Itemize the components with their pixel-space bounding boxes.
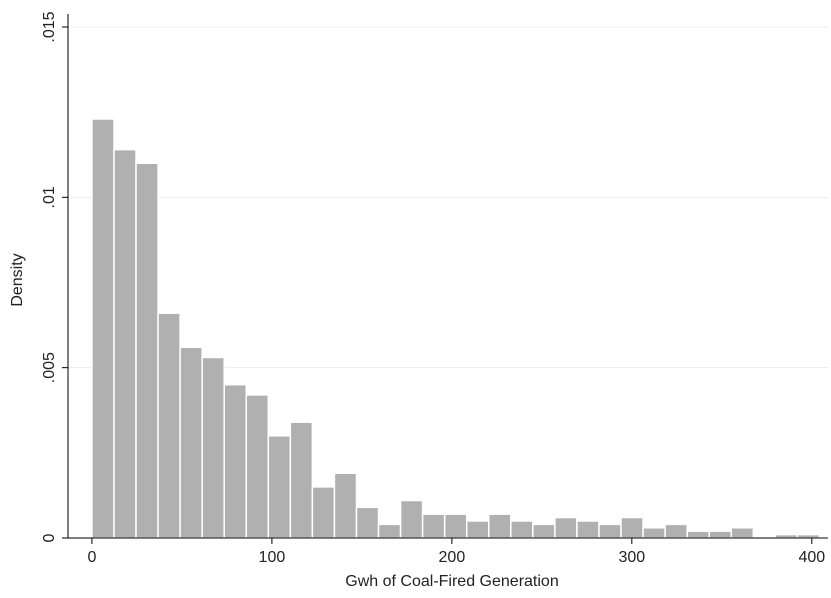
bar bbox=[377, 523, 402, 539]
x-tick-label: 0 bbox=[87, 549, 96, 566]
bar bbox=[554, 516, 578, 539]
bar bbox=[708, 530, 733, 539]
bar bbox=[598, 523, 622, 539]
x-tick-label: 400 bbox=[798, 549, 825, 566]
bar bbox=[421, 513, 446, 539]
bar bbox=[201, 356, 225, 539]
bar bbox=[135, 162, 159, 539]
bar bbox=[730, 527, 755, 539]
bar bbox=[179, 346, 203, 539]
bar bbox=[532, 523, 556, 539]
bar bbox=[774, 533, 799, 539]
bar bbox=[355, 506, 380, 539]
bar bbox=[113, 148, 137, 539]
bar bbox=[465, 520, 490, 539]
bar bbox=[443, 513, 468, 539]
y-tick-label: 0 bbox=[41, 533, 58, 542]
bar bbox=[399, 499, 424, 539]
x-tick-label: 100 bbox=[259, 549, 286, 566]
bar bbox=[157, 312, 181, 539]
x-tick-label: 300 bbox=[618, 549, 645, 566]
x-tick-label: 200 bbox=[439, 549, 466, 566]
y-axis-label: Density bbox=[9, 253, 26, 306]
y-tick-label: .015 bbox=[41, 11, 58, 42]
bar bbox=[796, 533, 821, 539]
bar bbox=[223, 383, 248, 539]
y-tick-label: .005 bbox=[41, 352, 58, 383]
bar bbox=[245, 394, 270, 539]
bar bbox=[488, 513, 512, 539]
bar bbox=[289, 421, 314, 539]
bar bbox=[620, 516, 644, 539]
x-axis-label: Gwh of Coal-Fired Generation bbox=[345, 573, 558, 590]
bar bbox=[576, 520, 600, 539]
y-tick-label: .01 bbox=[41, 186, 58, 208]
bar bbox=[267, 435, 292, 539]
bar bbox=[664, 523, 688, 539]
bar bbox=[642, 527, 666, 539]
bar bbox=[333, 472, 358, 539]
bar bbox=[686, 530, 710, 539]
bar bbox=[311, 486, 336, 539]
bar bbox=[91, 118, 115, 539]
bar bbox=[510, 520, 534, 539]
